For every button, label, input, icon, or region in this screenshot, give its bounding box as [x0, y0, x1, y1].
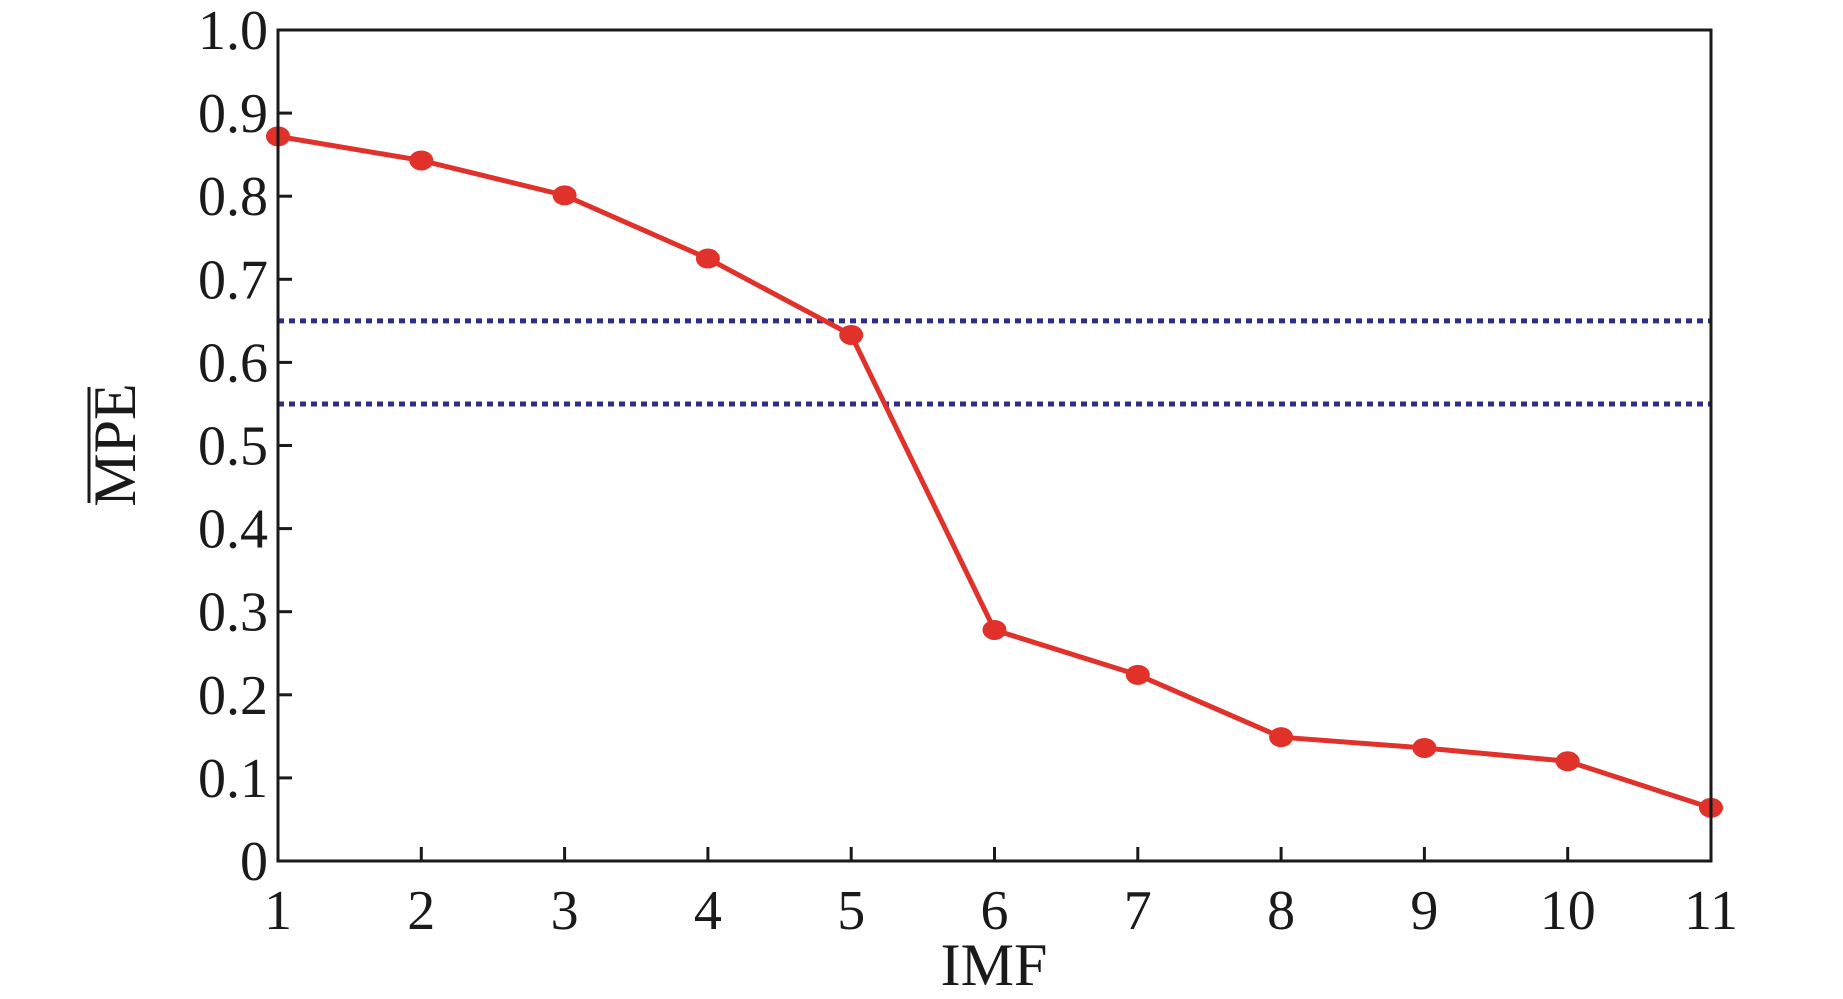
y-axis-ticks: 0 0.1 0.2 0.3 0.4 0.5 0.6 0.7 0.8 0.9 1.0 — [198, 0, 292, 893]
x-tick-label: 10 — [1540, 880, 1596, 942]
y-tick-label: 1.0 — [198, 0, 268, 62]
data-point — [409, 150, 434, 171]
y-tick-label: 0.6 — [198, 332, 268, 394]
x-tick-label: 6 — [981, 880, 1009, 942]
series-markers — [266, 126, 1723, 818]
data-point — [695, 248, 720, 269]
x-tick-label: 9 — [1410, 880, 1438, 942]
y-tick-label: 0.2 — [198, 665, 268, 727]
data-point — [1412, 737, 1437, 758]
y-axis-title: MPE — [82, 383, 148, 506]
series-line-0 — [277, 133, 1712, 811]
x-axis-title: IMF — [941, 932, 1048, 998]
x-tick-label: 3 — [551, 880, 579, 942]
data-point — [552, 185, 577, 206]
y-axis-title-group: MPE — [82, 383, 148, 506]
y-tick-label: 0.1 — [198, 748, 268, 810]
plot-frame — [276, 28, 1713, 863]
reference-lines — [278, 318, 1711, 407]
x-tick-label: 11 — [1684, 880, 1738, 942]
x-tick-label: 2 — [407, 880, 435, 942]
data-point — [1125, 664, 1150, 685]
x-tick-label: 4 — [694, 880, 722, 942]
x-axis-ticks: 1 2 3 4 5 6 7 8 9 10 11 — [264, 847, 1738, 942]
y-tick-label: 0.5 — [198, 416, 268, 478]
y-tick-label: 0.4 — [198, 499, 268, 561]
x-tick-label: 5 — [837, 880, 865, 942]
data-point — [1555, 751, 1580, 772]
data-point — [839, 324, 864, 345]
data-point — [982, 619, 1007, 640]
y-tick-label: 0.7 — [198, 249, 268, 311]
y-tick-label: 0.8 — [198, 166, 268, 228]
y-tick-label: 0 — [240, 831, 268, 893]
data-point — [1269, 727, 1294, 748]
x-tick-label: 7 — [1124, 880, 1152, 942]
x-tick-label: 1 — [264, 880, 292, 942]
y-tick-label: 0.3 — [198, 582, 268, 644]
y-tick-label: 0.9 — [198, 83, 268, 145]
x-tick-label: 8 — [1267, 880, 1295, 942]
series-lines — [277, 133, 1712, 811]
